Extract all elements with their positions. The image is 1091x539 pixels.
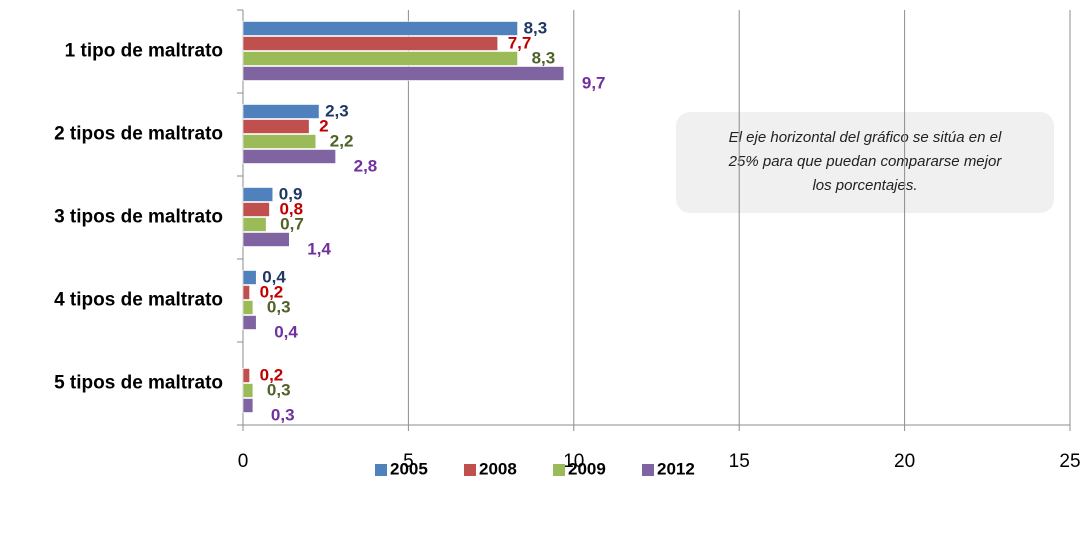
bar bbox=[242, 149, 336, 164]
y-tick-label: 5 tipos de maltrato bbox=[54, 373, 223, 394]
value-label: 0,3 bbox=[271, 405, 295, 424]
bar bbox=[242, 368, 250, 383]
bar bbox=[242, 300, 254, 315]
y-tick-label: 4 tipos de maltrato bbox=[54, 290, 223, 311]
value-label: 2,2 bbox=[330, 131, 354, 150]
legend-label: 2012 bbox=[657, 459, 695, 478]
bar bbox=[242, 119, 310, 134]
x-tick-label: 5 bbox=[403, 451, 414, 472]
value-label: 0,9 bbox=[279, 184, 303, 203]
bar bbox=[242, 232, 290, 247]
legend-swatch bbox=[642, 464, 654, 476]
plot: 0 5 10 15 20 25 1 tipo de maltrato 8,37,78,3 9,7… bbox=[54, 9, 1081, 478]
y-tick-label: 2 tipos de maltrato bbox=[54, 124, 223, 145]
bar bbox=[242, 36, 499, 51]
legend-swatch bbox=[375, 464, 387, 476]
annotation: 25% para que puedan compararse mejor bbox=[728, 153, 1003, 170]
annotation-box bbox=[676, 112, 1054, 213]
value-label: 0,2 bbox=[260, 365, 284, 384]
bar bbox=[242, 315, 257, 330]
bar bbox=[242, 21, 518, 36]
bar bbox=[242, 202, 270, 217]
annotation: los porcentajes. bbox=[812, 177, 917, 194]
value-label: 0,4 bbox=[274, 322, 298, 341]
bar bbox=[242, 270, 257, 285]
x-tick-label: 10 bbox=[563, 451, 584, 472]
bar bbox=[242, 285, 250, 300]
bar bbox=[242, 66, 565, 81]
annotation: El eje horizontal del gráfico se sitúa e… bbox=[729, 129, 1002, 146]
value-label: 9,7 bbox=[582, 73, 606, 92]
bar bbox=[242, 51, 518, 66]
bar bbox=[242, 104, 320, 119]
legend-swatch bbox=[553, 464, 565, 476]
x-tick-label: 20 bbox=[894, 451, 915, 472]
bar bbox=[242, 217, 267, 232]
bar bbox=[242, 383, 254, 398]
value-label: 2,8 bbox=[354, 156, 378, 175]
value-label: 1,4 bbox=[307, 239, 331, 258]
x-tick-label: 25 bbox=[1059, 451, 1080, 472]
bar bbox=[242, 187, 274, 202]
value-label: 0,3 bbox=[267, 297, 291, 316]
value-label: 2,3 bbox=[325, 101, 349, 120]
value-label: 0,8 bbox=[279, 199, 303, 218]
value-label: 8,3 bbox=[532, 48, 556, 67]
bar bbox=[242, 398, 254, 413]
value-label: 7,7 bbox=[508, 33, 532, 52]
value-label: 0,4 bbox=[262, 267, 286, 286]
legend-label: 2009 bbox=[568, 459, 606, 478]
value-label: 2 bbox=[319, 116, 328, 135]
x-tick-label: 0 bbox=[238, 451, 249, 472]
legend-label: 2005 bbox=[390, 459, 428, 478]
y-tick-label: 1 tipo de maltrato bbox=[65, 41, 223, 62]
value-label: 0,3 bbox=[267, 380, 291, 399]
bar bbox=[242, 134, 317, 149]
value-label: 0,2 bbox=[260, 282, 284, 301]
value-label: 0,7 bbox=[280, 214, 304, 233]
x-tick-label: 15 bbox=[729, 451, 750, 472]
y-tick-label: 3 tipos de maltrato bbox=[54, 207, 223, 228]
value-label: 8,3 bbox=[524, 18, 548, 37]
legend-swatch bbox=[464, 464, 476, 476]
legend-label: 2008 bbox=[479, 459, 517, 478]
